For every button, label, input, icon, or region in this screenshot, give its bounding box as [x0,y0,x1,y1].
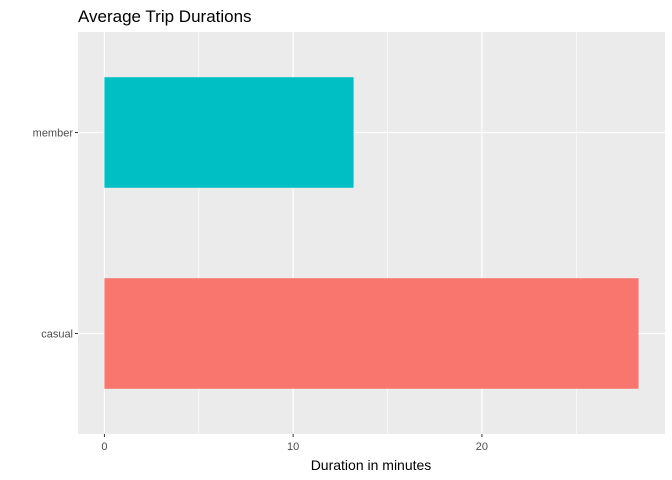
y-axis: casual member [33,128,78,341]
x-tick-label: 0 [101,441,107,453]
x-axis: 0 10 20 [101,434,488,453]
x-tick-label: 10 [287,441,299,453]
y-tick-label-casual: casual [41,329,73,341]
x-axis-title: Duration in minutes [311,457,432,473]
chart-title: Average Trip Durations [78,7,252,26]
plot-panel [78,32,665,434]
y-tick-label-member: member [33,128,74,140]
bar-member [104,77,354,188]
bar-casual [104,278,639,389]
x-tick-label: 20 [476,441,488,453]
